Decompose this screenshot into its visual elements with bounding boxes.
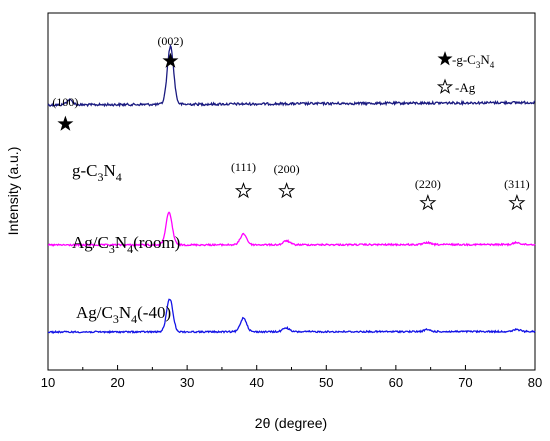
x-tick-label: 10 <box>41 375 55 390</box>
y-axis-label: Intensity (a.u.) <box>5 147 21 236</box>
filled-star-icon <box>57 115 74 131</box>
x-axis-label: 2θ (degree) <box>255 415 327 431</box>
peak-annotations: (100) (002) (111) (200) (220) (311) <box>52 34 530 211</box>
open-star-icon <box>508 193 526 211</box>
trace-labels: g-C3N4 Ag/C3N4(room) Ag/C3N4(-40) <box>72 161 180 326</box>
trace-label-0: g-C3N4 <box>72 161 122 184</box>
x-tick-label: 50 <box>319 375 333 390</box>
peak-label: (311) <box>504 177 530 191</box>
series-line-0 <box>47 43 536 108</box>
peak-label: (100) <box>52 95 78 109</box>
series-line-1 <box>47 211 536 248</box>
series-line-2 <box>47 298 536 335</box>
peak-label: (002) <box>157 34 183 48</box>
diffraction-traces <box>47 43 536 335</box>
open-star-icon <box>234 181 253 199</box>
x-tick-label: 70 <box>458 375 472 390</box>
legend: -g-C3N4 -Ag <box>436 51 495 95</box>
filled-star-icon <box>162 52 179 68</box>
legend-entry-ag: -Ag <box>436 78 476 95</box>
open-star-icon <box>419 193 437 211</box>
peak-label: (111) <box>231 160 256 174</box>
x-tick-label: 60 <box>389 375 403 390</box>
trace-label-2: Ag/C3N4(-40) <box>76 303 171 326</box>
x-tick-label: 80 <box>528 375 542 390</box>
filled-star-icon <box>437 51 453 66</box>
trace-label-1: Ag/C3N4(room) <box>72 233 180 256</box>
open-star-icon <box>278 181 296 199</box>
legend-label-ag: -Ag <box>455 80 476 95</box>
peak-label: (220) <box>415 177 441 191</box>
x-tick-label: 30 <box>180 375 194 390</box>
x-tick-label: 20 <box>110 375 124 390</box>
x-tick-label: 40 <box>249 375 263 390</box>
peak-label: (200) <box>274 162 300 176</box>
x-axis-ticks: 10 20 30 40 50 60 70 80 <box>41 365 542 390</box>
legend-entry-gcn: -g-C3N4 <box>437 51 495 70</box>
open-star-icon <box>436 78 454 94</box>
legend-label-gcn: -g-C3N4 <box>452 52 495 70</box>
